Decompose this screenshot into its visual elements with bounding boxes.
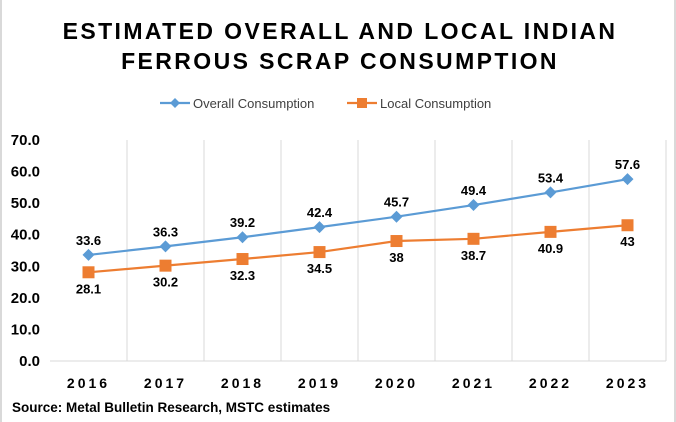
x-tick-label: 2016 — [67, 375, 110, 391]
data-point — [159, 259, 172, 272]
data-point — [621, 173, 634, 186]
data-label: 57.6 — [615, 157, 640, 172]
legend-label: Overall Consumption — [193, 96, 314, 111]
data-label: 30.2 — [153, 275, 178, 290]
legend-marker-diamond — [170, 98, 180, 108]
data-label: 40.9 — [538, 241, 563, 256]
legend-label: Local Consumption — [380, 96, 491, 111]
data-label: 42.4 — [307, 205, 333, 220]
x-tick-label: 2020 — [375, 375, 418, 391]
chart-title-line-1: ESTIMATED OVERALL AND LOCAL INDIAN — [62, 18, 618, 44]
y-tick-label: 0.0 — [19, 353, 40, 370]
y-tick-label: 60.0 — [11, 164, 40, 181]
y-tick-label: 50.0 — [11, 195, 40, 212]
data-label: 53.4 — [538, 170, 564, 185]
y-tick-label: 20.0 — [11, 290, 40, 307]
data-point — [313, 221, 326, 234]
data-point — [544, 225, 557, 238]
data-point — [82, 248, 95, 261]
x-tick-label: 2021 — [452, 375, 495, 391]
data-label: 33.6 — [76, 233, 101, 248]
data-point — [621, 219, 634, 232]
data-label: 34.5 — [307, 261, 332, 276]
chart-title-line-2: FERROUS SCRAP CONSUMPTION — [121, 48, 559, 74]
y-tick-label: 70.0 — [11, 132, 40, 149]
data-label: 36.3 — [153, 224, 178, 239]
data-point — [390, 235, 403, 248]
y-tick-label: 40.0 — [11, 227, 40, 244]
series-line-1 — [88, 224, 628, 274]
data-label: 49.4 — [461, 183, 487, 198]
data-label: 38.7 — [461, 248, 486, 263]
x-tick-label: 2017 — [144, 375, 187, 391]
x-tick-label: 2018 — [221, 375, 264, 391]
data-label: 28.1 — [76, 281, 101, 296]
x-tick-label: 2019 — [298, 375, 341, 391]
data-point — [544, 186, 557, 199]
y-tick-label: 10.0 — [11, 321, 40, 338]
data-label: 43 — [620, 234, 634, 249]
y-tick-label: 30.0 — [11, 258, 40, 275]
data-label: 32.3 — [230, 268, 255, 283]
series-line-0 — [88, 178, 628, 257]
data-point — [467, 199, 480, 212]
data-point — [313, 246, 326, 259]
data-label: 45.7 — [384, 195, 409, 210]
data-point — [159, 240, 172, 253]
source-note: Source: Metal Bulletin Research, MSTC es… — [12, 400, 331, 415]
data-point — [467, 232, 480, 245]
data-point — [390, 210, 403, 223]
data-point — [236, 231, 249, 244]
x-tick-label: 2022 — [529, 375, 572, 391]
legend-marker-square — [357, 98, 367, 108]
data-label: 39.2 — [230, 215, 255, 230]
data-point — [82, 266, 95, 279]
data-label: 38 — [389, 250, 403, 265]
x-tick-label: 2023 — [606, 375, 649, 391]
data-point — [236, 253, 249, 266]
